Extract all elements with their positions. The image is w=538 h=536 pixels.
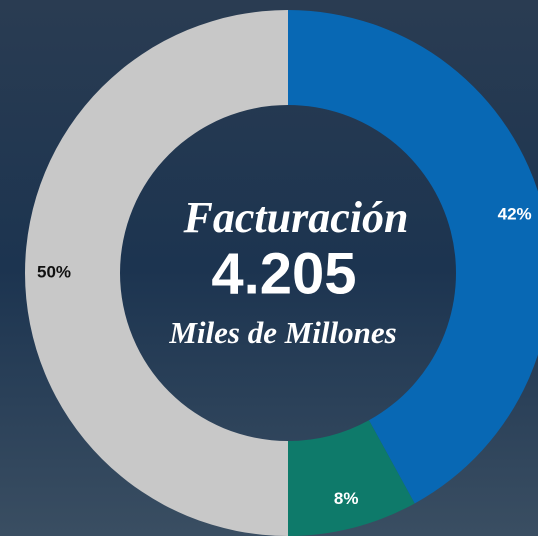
donut-segment bbox=[288, 10, 538, 504]
center-value: 4.205 bbox=[211, 241, 356, 306]
center-title: Facturación bbox=[183, 193, 409, 242]
value-label: 50% bbox=[37, 262, 71, 281]
value-label: 8% bbox=[334, 489, 359, 508]
center-subtitle: Miles de Millones bbox=[168, 315, 396, 350]
donut-segment bbox=[25, 10, 288, 536]
donut-segment bbox=[288, 420, 415, 536]
value-label: 42% bbox=[498, 204, 532, 223]
